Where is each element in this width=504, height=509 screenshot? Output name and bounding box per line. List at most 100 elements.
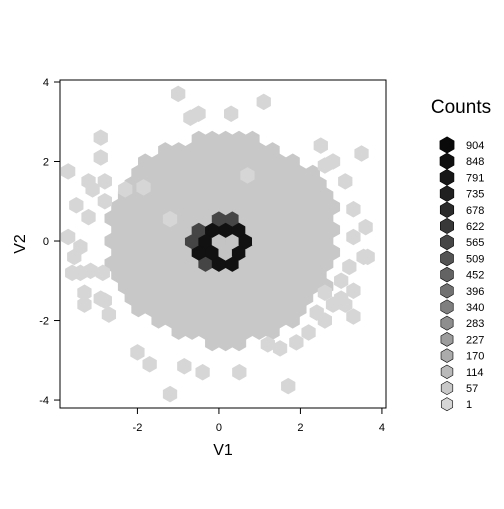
x-tick-label: 4 — [379, 422, 385, 434]
plot-frame — [59, 79, 387, 409]
hex-cell — [245, 130, 260, 148]
legend-label: 452 — [466, 270, 484, 282]
legend-swatch — [440, 397, 454, 412]
hex-cell-outlier — [346, 228, 361, 246]
hex-cell-low — [118, 181, 133, 198]
hex-cell-outlier — [317, 284, 333, 301]
hex-cell-outlier — [346, 308, 361, 325]
legend-label: 283 — [466, 318, 484, 330]
hex-cell-outlier — [81, 208, 96, 226]
legend-swatch — [439, 185, 455, 202]
legend-swatch — [440, 348, 454, 363]
legend-label: 114 — [466, 367, 484, 379]
hex-cell-low — [240, 167, 255, 184]
y-tick-label: -4 — [39, 395, 49, 407]
legend-swatch — [440, 217, 454, 235]
hex-cell-outlier — [224, 105, 239, 123]
y-tick-label: -2 — [39, 316, 49, 328]
legend-swatch — [439, 136, 455, 154]
legend-swatch — [440, 315, 454, 331]
legend-swatch — [440, 234, 454, 251]
hex-cell-outlier — [317, 312, 333, 329]
hex-cell-outlier — [93, 290, 108, 307]
hex-cell-outlier — [358, 218, 373, 236]
legend-swatch — [440, 332, 454, 347]
hex-cell-outlier — [272, 340, 288, 357]
hex-cell-outlier — [171, 85, 186, 103]
y-tick-label: 4 — [43, 77, 49, 89]
hex-cell-low — [136, 179, 151, 196]
hex-cell-outlier — [97, 173, 112, 190]
legend-swatch — [440, 250, 454, 267]
hex-cell-outlier — [162, 385, 178, 403]
y-tick-label: 2 — [43, 157, 49, 169]
hex-cell-outlier — [260, 336, 275, 353]
hex-cell-outlier — [354, 145, 369, 162]
legend-swatch — [439, 201, 455, 218]
legend-label: 509 — [466, 253, 484, 265]
hex-cell-outlier — [69, 196, 84, 214]
hex-cell-outlier — [301, 324, 316, 341]
legend-label: 170 — [466, 351, 484, 363]
hexbin-cells — [61, 85, 375, 403]
legend-label: 340 — [466, 302, 484, 314]
legend-label: 904 — [466, 140, 484, 152]
hex-cell-outlier — [183, 109, 198, 127]
hex-cell-outlier — [281, 377, 296, 395]
hex-cell-outlier — [142, 356, 157, 373]
legend-label: 791 — [466, 172, 484, 184]
hex-cell-outlier — [83, 262, 98, 280]
hex-cell-outlier — [77, 296, 92, 313]
legend-label: 1 — [466, 399, 472, 411]
hex-cell-low — [162, 210, 178, 228]
legend-label: 848 — [466, 156, 484, 168]
hex-cell-outlier — [67, 248, 82, 266]
legend-swatch — [440, 364, 454, 379]
hex-cell — [265, 142, 280, 159]
hex-cell-outlier — [93, 149, 108, 166]
hex-cell-outlier — [61, 228, 76, 246]
hex-cell-low — [97, 193, 112, 210]
hex-cell-outlier — [130, 344, 145, 361]
y-axis: -4 -2 0 2 4 — [39, 77, 60, 407]
hex-cell-outlier — [232, 363, 247, 381]
hex-cell-outlier — [101, 306, 117, 323]
hex-cell-outlier — [346, 200, 361, 218]
x-axis-label: V1 — [213, 442, 233, 459]
legend-swatch — [440, 266, 454, 283]
legend-title: Counts — [431, 97, 491, 118]
legend-swatch — [439, 169, 455, 186]
legend-label: 57 — [466, 383, 478, 395]
y-axis-label: V2 — [12, 234, 29, 254]
hex-cell-outlier — [61, 163, 76, 180]
hex-cell-outlier — [256, 93, 271, 111]
legend-label: 678 — [466, 205, 484, 217]
legend-swatch — [440, 283, 454, 299]
legend-label: 565 — [466, 237, 484, 249]
legend: 904 848 791 735 678 622 565 509 452 396 340 283 227 1… — [439, 136, 484, 412]
hex-cell-outlier — [313, 137, 328, 154]
x-tick-label: 0 — [216, 422, 222, 434]
hex-cell-outlier — [360, 248, 375, 266]
hex-cell-outlier — [334, 272, 349, 290]
legend-swatch — [440, 299, 454, 315]
hex-cell-outlier — [342, 258, 357, 276]
legend-label: 622 — [466, 221, 484, 233]
hex-cell-outlier — [93, 129, 108, 146]
hex-cell-outlier — [338, 173, 353, 190]
hex-cell-outlier — [338, 296, 353, 313]
hex-cell-outlier — [195, 363, 210, 381]
legend-label: 227 — [466, 334, 484, 346]
legend-label: 396 — [466, 286, 484, 298]
x-axis: -2 0 2 4 — [133, 408, 385, 434]
hex-cell — [285, 153, 300, 170]
hex-cell-outlier — [346, 282, 361, 299]
hex-cell-outlier — [289, 334, 304, 351]
legend-swatch — [440, 380, 454, 396]
legend-label: 735 — [466, 189, 484, 201]
x-tick-label: -2 — [133, 422, 143, 434]
legend-swatch — [439, 152, 455, 170]
y-tick-label: 0 — [43, 236, 49, 248]
